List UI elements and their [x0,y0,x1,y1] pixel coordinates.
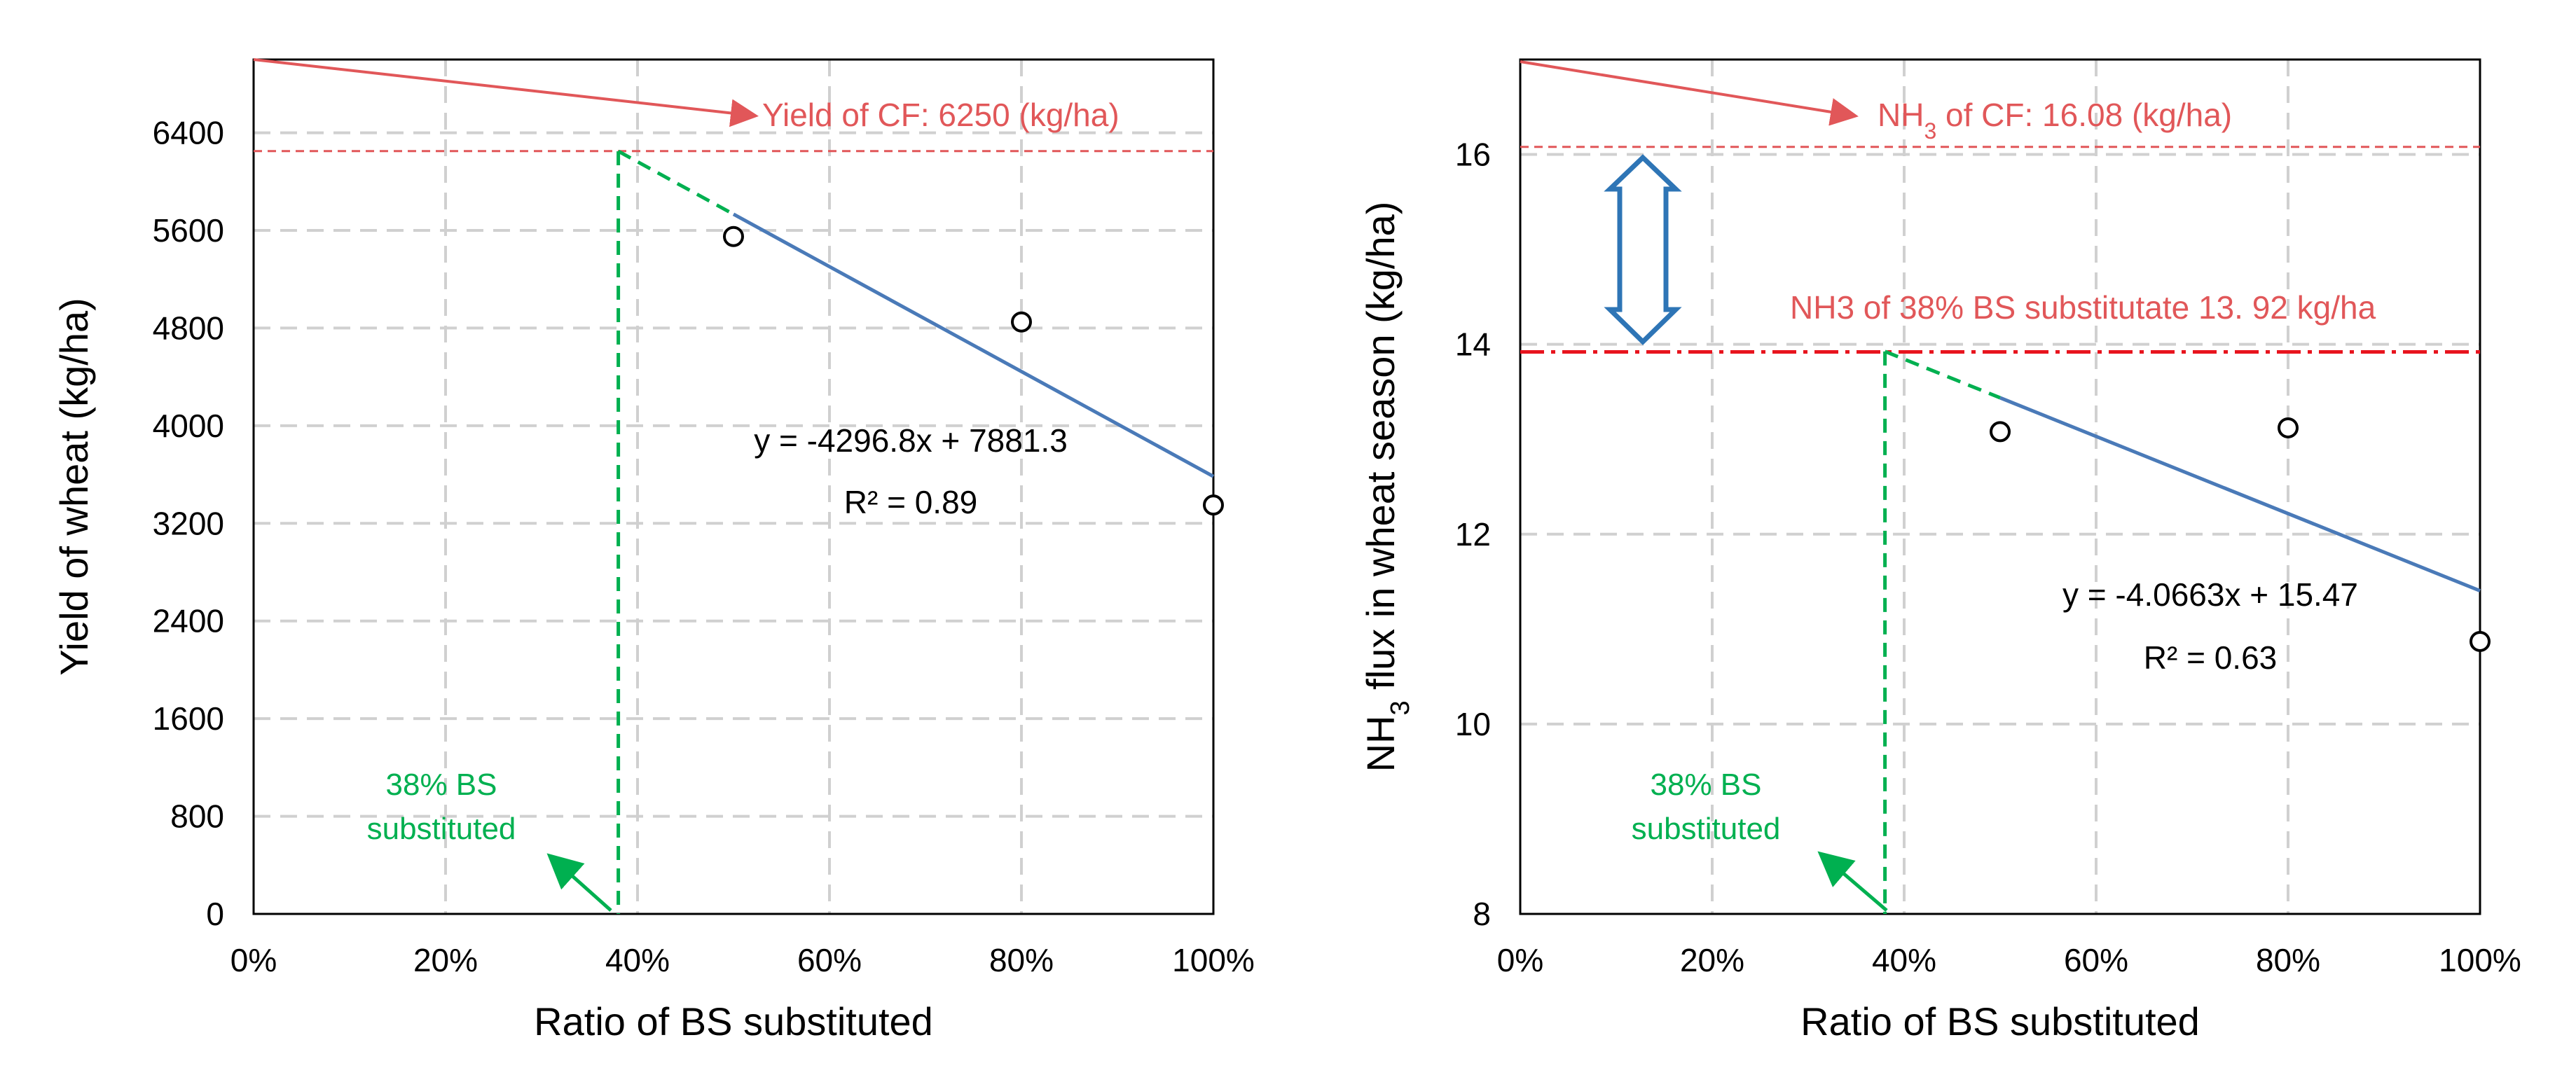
nh3-cf-arrow [1520,60,1859,126]
yield-trendline [732,212,1215,478]
nh3-data-point [1990,421,2011,443]
nh3-x-tick-label: 60% [2064,942,2128,978]
yield-plot-frame [252,58,1215,915]
yield-data-point [723,226,744,247]
yield-cf-label: Yield of CF: 6250 (kg/ha) [762,97,1120,133]
yield-points [723,226,1224,516]
yield-substitution-label-line1: 38% BS [386,768,497,802]
nh3-reduction-label: NH3 of 38% BS substitutate 13. 92 kg/ha [1790,289,2376,326]
nh3-substitution-label-line1: 38% BS [1651,768,1762,802]
yield-y-tick-label: 6400 [153,115,224,151]
yield-data-point [1011,311,1032,333]
nh3-trend-extension [1884,349,2001,400]
nh3-y-ticks: 8 10 12 14 16 [1455,137,1491,932]
yield-y-tick-label: 5600 [153,212,224,249]
yield-x-tick-label: 40% [605,942,670,978]
nh3-trendline [1999,396,2481,592]
yield-x-ticks: 0% 20% 40% 60% 80% 100% [230,942,1255,978]
yield-x-tick-label: 0% [230,942,277,978]
yield-data-point [1203,494,1224,516]
yield-y-tick-label: 4800 [153,310,224,346]
nh3-y-tick-label: 10 [1455,706,1491,742]
nh3-x-tick-label: 100% [2439,942,2521,978]
nh3-gridlines [1520,60,2480,914]
nh3-y-tick-label: 8 [1473,896,1491,932]
nh3-y-tick-label: 12 [1455,516,1491,553]
nh3-x-tick-label: 0% [1497,942,1543,978]
yield-y-tick-label: 3200 [153,505,224,541]
yield-x-tick-label: 60% [797,942,862,978]
yield-equation: y = -4296.8x + 7881.3 [754,422,1068,459]
yield-cf-arrow [253,58,759,127]
yield-y-ticks: 0 800 1600 2400 3200 4000 4800 5600 6400 [153,115,224,932]
yield-gridlines [254,60,1213,914]
nh3-data-point [2470,630,2491,652]
yield-y-tick-label: 0 [206,896,224,932]
yield-y-axis-title: Yield of wheat (kg/ha) [52,298,96,676]
nh3-y-axis-title: NH3 flux in wheat season (kg/ha) [1358,202,1415,772]
nh3-equation: y = -4.0663x + 15.47 [2062,576,2358,613]
nh3-y-tick-label: 14 [1455,326,1491,363]
yield-y-tick-label: 2400 [153,603,224,639]
nh3-x-tick-label: 40% [1872,942,1936,978]
yield-y-tick-label: 1600 [153,700,224,737]
nh3-points [1990,417,2491,652]
nh3-y-tick-label: 16 [1455,137,1491,173]
nh3-data-point [2278,417,2299,438]
reduction-double-arrow [1604,154,1682,345]
yield-substitution-label-line2: substituted [367,812,516,846]
yield-x-tick-label: 20% [413,942,478,978]
nh3-chart: 8 10 12 14 16 0% 20% 40% 60% 80% 100% Ratio of BS… [1358,58,2521,1043]
nh3-x-ticks: 0% 20% 40% 60% 80% 100% [1497,942,2521,978]
nh3-r2: R² = 0.63 [2144,639,2278,676]
yield-chart: 0 800 1600 2400 3200 4000 4800 5600 6400 0% 20% 40… [52,58,1255,1043]
nh3-x-axis-title: Ratio of BS substituted [1800,999,2200,1043]
yield-x-tick-label: 80% [989,942,1054,978]
yield-x-tick-label: 100% [1172,942,1255,978]
yield-trend-extension [617,149,735,216]
nh3-x-tick-label: 80% [2256,942,2320,978]
nh3-plot-frame [1519,58,2481,915]
nh3-substitution-label-line2: substituted [1632,812,1781,846]
yield-substitution-arrow [546,853,612,912]
nh3-cf-label: NH3 of CF: 16.08 (kg/ha) [1878,97,2232,144]
yield-y-tick-label: 800 [170,798,224,835]
yield-x-axis-title: Ratio of BS substituted [534,999,933,1043]
nh3-x-tick-label: 20% [1680,942,1744,978]
yield-r2: R² = 0.89 [844,484,978,520]
yield-y-tick-label: 4000 [153,408,224,444]
nh3-substitution-arrow [1817,851,1888,912]
